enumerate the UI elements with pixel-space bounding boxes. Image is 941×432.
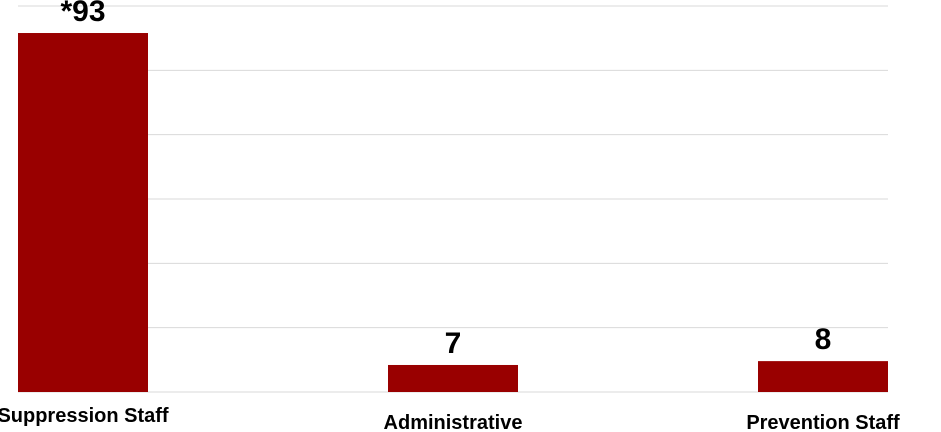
- bars: [18, 33, 888, 393]
- category-label-suppression-staff: Suppression Staff: [0, 405, 169, 427]
- bar-administrative: [388, 364, 518, 392]
- data-label-prevention-staff: 8: [815, 323, 832, 356]
- bar-suppression-staff: [18, 33, 148, 393]
- data-labels: *93 7 8: [60, 0, 831, 360]
- category-labels: Suppression Staff Administrative Preventio…: [0, 405, 900, 432]
- bar-prevention-staff: [758, 361, 888, 392]
- data-label-administrative: 7: [445, 327, 462, 360]
- category-label-administrative: Administrative: [384, 412, 523, 432]
- category-label-prevention-staff: Prevention Staff: [746, 412, 900, 432]
- data-label-suppression-staff: *93: [60, 0, 105, 28]
- gridlines: [18, 5, 888, 393]
